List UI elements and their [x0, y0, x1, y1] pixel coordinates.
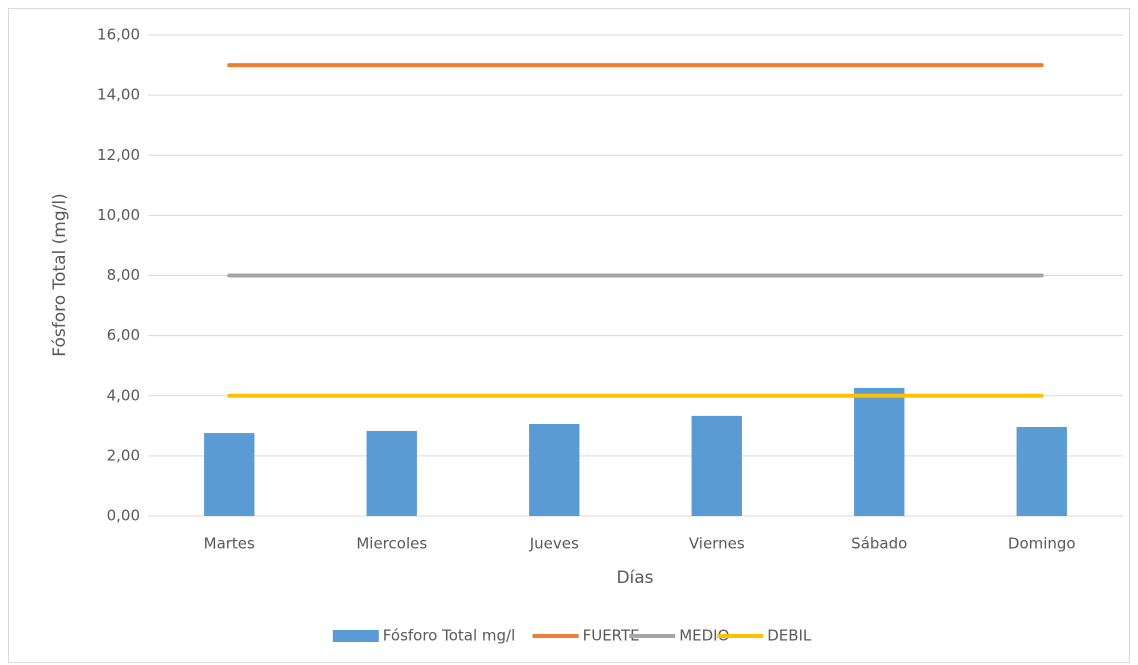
- x-tick-label: Viernes: [689, 535, 745, 553]
- y-tick-label: 6,00: [107, 326, 140, 344]
- y-tick-label: 16,00: [97, 26, 140, 44]
- y-tick-label: 0,00: [107, 507, 140, 525]
- legend-label: FUERTE: [583, 627, 640, 645]
- legend-swatch: [332, 630, 379, 642]
- x-tick-label: Jueves: [529, 535, 579, 553]
- y-tick-label: 14,00: [97, 86, 140, 104]
- legend-label: Fósforo Total mg/l: [383, 627, 515, 645]
- y-tick-label: 12,00: [97, 146, 140, 164]
- bar: [366, 430, 417, 516]
- x-tick-label: Miercoles: [356, 535, 427, 553]
- bar: [1016, 427, 1067, 516]
- legend-label: MEDIO: [679, 627, 729, 645]
- x-axis-title: Días: [616, 568, 653, 588]
- bar: [204, 433, 255, 516]
- bar: [691, 415, 742, 516]
- y-axis-title: Fósforo Total (mg/l): [50, 193, 70, 356]
- x-tick-label: Domingo: [1008, 535, 1076, 553]
- y-tick-label: 2,00: [107, 446, 140, 464]
- x-tick-label: Sábado: [851, 535, 907, 553]
- bar: [854, 387, 905, 516]
- bar: [529, 424, 580, 516]
- legend-label: DEBIL: [767, 627, 812, 645]
- y-tick-label: 4,00: [107, 386, 140, 404]
- x-tick-label: Martes: [204, 535, 255, 553]
- y-tick-label: 8,00: [107, 266, 140, 284]
- y-tick-label: 10,00: [97, 206, 140, 224]
